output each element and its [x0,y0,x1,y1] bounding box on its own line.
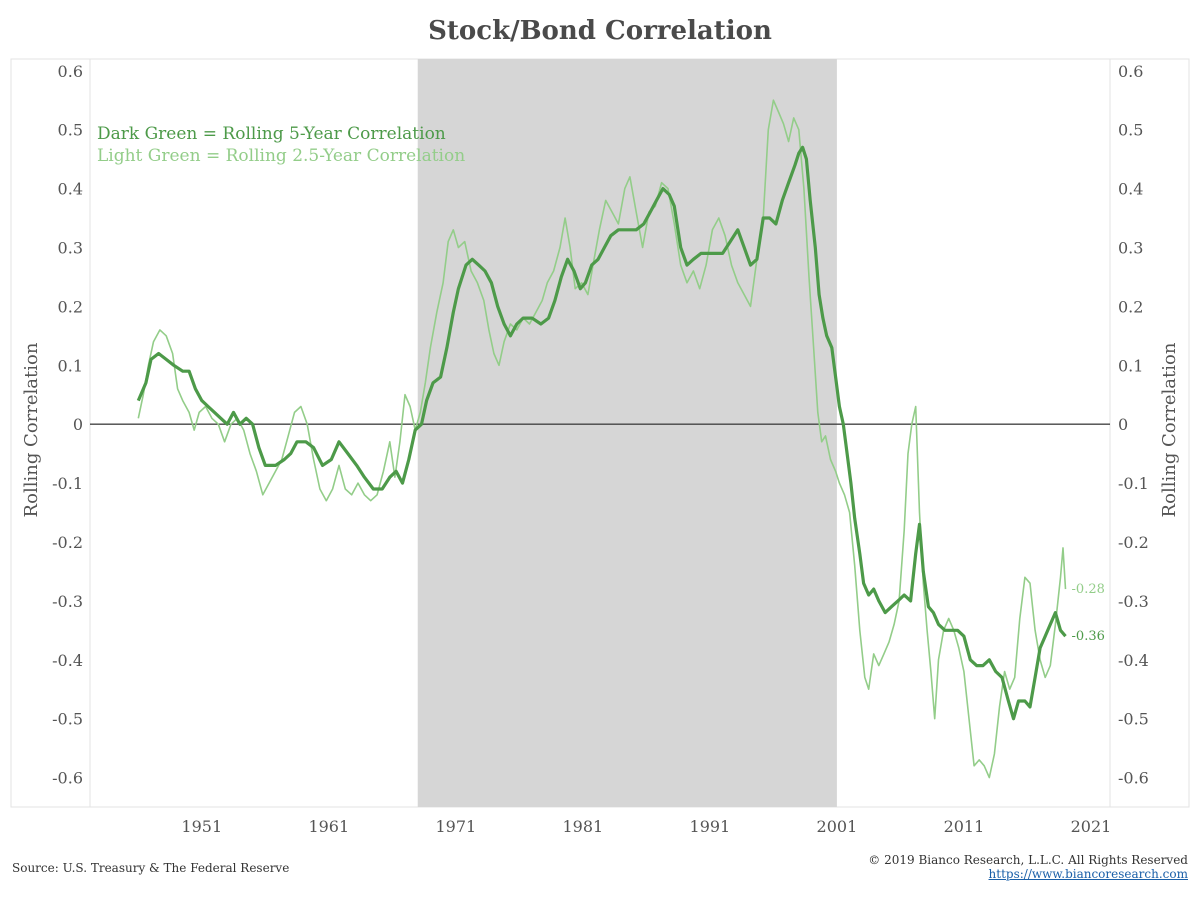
x-tick-label: 2021 [1071,817,1112,836]
y-tick-label-right: 0.4 [1118,180,1143,199]
series-lines: -0.28 -0.36 [136,99,1105,779]
y-tick-label-left: -0.2 [52,533,83,552]
y-tick-label-right: 0.5 [1118,121,1143,140]
y-tick-labels-right: 0.6 0.5 0.4 0.3 0.2 0.1 0 -0.1 -0.2 -0.3 -0.4 -0.5 -… [1118,62,1149,788]
y-tick-label-right: -0.4 [1118,651,1149,670]
x-tick-label: 1961 [308,817,349,836]
y-tick-label-left: 0.5 [58,121,83,140]
copyright-text: © 2019 Bianco Research, L.L.C. All Right… [868,853,1188,867]
x-tick-label: 1971 [435,817,476,836]
x-tick-label: 2001 [817,817,858,836]
y-axis-title-right: Rolling Correlation [1159,342,1180,517]
end-label-5-year: -0.36 [1072,629,1105,644]
y-tick-label-right: -0.3 [1118,592,1149,611]
y-tick-label-right: 0.1 [1118,356,1143,375]
y-tick-label-left: -0.1 [52,474,83,493]
y-tick-label-left: -0.4 [52,651,83,670]
legend-entry-light-green: Light Green = Rolling 2.5-Year Correlati… [97,146,465,166]
x-tick-labels: 1951 1961 1971 1981 1991 2001 2011 2021 [181,817,1111,836]
x-tick-label: 1981 [562,817,603,836]
y-tick-label-left: 0.2 [58,297,83,316]
series-line-5-year [136,145,1067,721]
y-tick-label-right: 0.6 [1118,62,1143,81]
website-link[interactable]: https://www.biancoresearch.com [988,867,1188,881]
y-axis-title-left: Rolling Correlation [21,342,42,517]
y-tick-label-left: -0.5 [52,710,83,729]
y-tick-label-right: -0.1 [1118,474,1149,493]
y-tick-label-right: 0 [1118,415,1128,434]
y-tick-labels-left: 0.6 0.5 0.4 0.3 0.2 0.1 0 -0.1 -0.2 -0.3 -0.4 -0.5 -… [52,62,83,788]
y-tick-label-right: -0.6 [1118,769,1149,788]
y-tick-label-right: -0.5 [1118,710,1149,729]
y-tick-label-left: 0 [73,415,83,434]
y-tick-label-left: 0.6 [58,62,83,81]
y-tick-label-left: -0.6 [52,769,83,788]
x-tick-label: 1951 [181,817,222,836]
y-tick-label-left: -0.3 [52,592,83,611]
y-tick-label-right: 0.2 [1118,297,1143,316]
y-tick-label-left: 0.4 [58,180,83,199]
legend-entry-dark-green: Dark Green = Rolling 5-Year Correlation [97,124,446,144]
x-tick-label: 1991 [690,817,731,836]
shaded-region [417,59,837,807]
y-tick-label-left: 0.3 [58,238,83,257]
y-tick-label-left: 0.1 [58,356,83,375]
copyright-block: © 2019 Bianco Research, L.L.C. All Right… [868,853,1188,881]
source-note: Source: U.S. Treasury & The Federal Rese… [12,861,290,875]
end-label-2-5-year: -0.28 [1072,582,1105,597]
series-line-2-5-year [137,99,1067,779]
y-tick-label-right: -0.2 [1118,533,1149,552]
chart-title: Stock/Bond Correlation [428,16,772,46]
x-tick-label: 2011 [944,817,985,836]
y-tick-label-right: 0.3 [1118,238,1143,257]
